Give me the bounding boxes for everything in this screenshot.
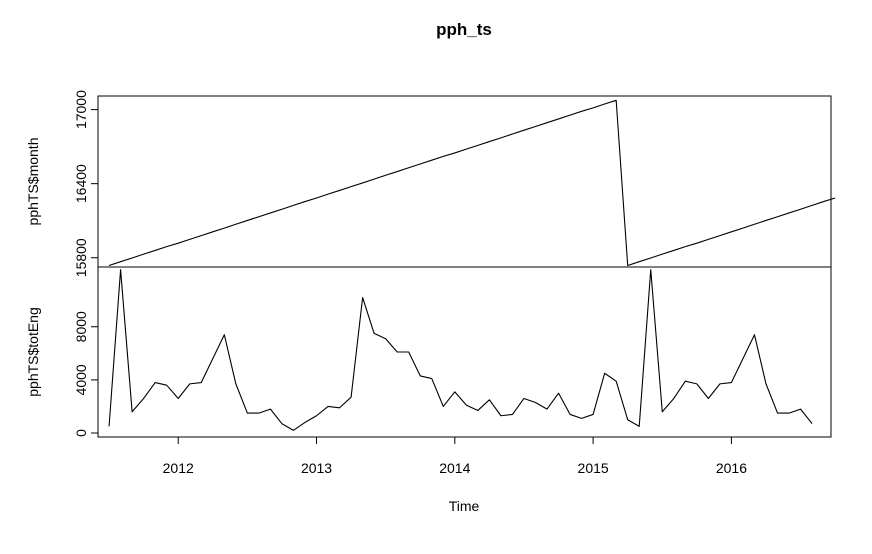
y-tick-label-1-1: 16400	[73, 164, 89, 203]
y-axis-label-1: pphTS$month	[25, 138, 41, 226]
x-axis-label: Time	[449, 498, 480, 514]
x-tick-label-4: 2016	[716, 460, 747, 476]
panel-frame-2	[97, 266, 832, 438]
series-line-2	[108, 269, 813, 431]
y-tick-label-2-0: 0	[73, 429, 89, 437]
x-tick-label-3: 2015	[578, 460, 609, 476]
series-line-1	[108, 99, 836, 267]
panel-frame-1	[97, 95, 832, 268]
y-tick-label-2-1: 4000	[73, 364, 89, 395]
y-tick-label-1-2: 17000	[73, 90, 89, 129]
plot-layer: 15800 16400 17000 pphTS$month 0 4000 8000 pphTS…	[25, 90, 836, 476]
y-tick-label-1-0: 15800	[73, 238, 89, 277]
y-tick-label-2-2: 8000	[73, 311, 89, 342]
chart-title: pph_ts	[436, 20, 492, 39]
x-tick-label-2: 2014	[439, 460, 470, 476]
x-tick-label-1: 2013	[301, 460, 332, 476]
y-axis-label-2: pphTS$totEng	[25, 307, 41, 397]
x-tick-label-0: 2012	[163, 460, 194, 476]
